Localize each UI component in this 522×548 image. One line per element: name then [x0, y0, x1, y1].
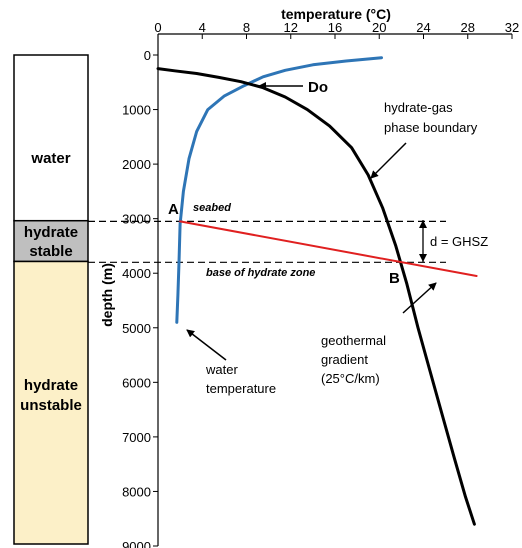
x-tick-label: 0 — [154, 20, 161, 35]
arrow-phase-boundary — [370, 142, 407, 179]
y-tick-label: 9000 — [122, 539, 151, 548]
label-geothermal-2: gradient — [321, 352, 368, 367]
series-phase-boundary — [156, 67, 476, 526]
label-geothermal-3: (25°C/km) — [321, 371, 380, 386]
label-geothermal-1: geothermal — [321, 333, 386, 348]
x-tick-label: 4 — [199, 20, 206, 35]
series-geothermal-gradient — [179, 220, 478, 277]
arrow-water-temperature — [186, 329, 227, 361]
zone-stable — [13, 219, 89, 263]
zone-label-stable-2: stable — [29, 243, 72, 260]
arrow-geothermal — [402, 282, 437, 314]
y-tick-label: 8000 — [122, 484, 151, 499]
zone-column — [13, 54, 89, 545]
zone-label-stable-1: hydrate — [24, 224, 78, 241]
zone-label-water: water — [30, 150, 70, 167]
label-water-temp-2: temperature — [206, 381, 276, 396]
zone-water — [13, 54, 89, 222]
x-tick-label: 32 — [505, 20, 519, 35]
x-tick-label: 12 — [284, 20, 298, 35]
label-water-temp-1: water — [205, 362, 238, 377]
y-tick-label: 7000 — [122, 430, 151, 445]
zone-label-unstable-2: unstable — [20, 397, 82, 414]
label-point-b: B — [389, 270, 400, 287]
zone-label-unstable-1: hydrate — [24, 377, 78, 394]
y-axis-title: depth (m) — [99, 263, 115, 327]
label-phase-boundary-1: hydrate-gas — [384, 100, 453, 115]
y-tick-label: 5000 — [122, 321, 151, 336]
y-tick-label: 2000 — [122, 157, 151, 172]
axes: 0 4 8 12 16 20 24 28 32 0 1000 2000 3000 4000 5000 6000… — [122, 20, 519, 548]
label-ghsz: d = GHSZ — [430, 234, 488, 249]
label-point-a: A — [168, 201, 179, 218]
x-tick-label: 28 — [461, 20, 475, 35]
y-tick-label: 1000 — [122, 103, 151, 118]
zone-unstable — [13, 260, 89, 545]
reference-lines — [88, 220, 446, 263]
x-tick-label: 20 — [372, 20, 386, 35]
series-lines — [156, 56, 478, 526]
y-tick-label: 3000 — [122, 212, 151, 227]
y-tick-label: 4000 — [122, 266, 151, 281]
label-phase-boundary-2: phase boundary — [384, 120, 478, 135]
x-tick-label: 24 — [416, 20, 430, 35]
label-base-hydrate-zone: base of hydrate zone — [206, 267, 315, 279]
x-tick-label: 16 — [328, 20, 342, 35]
x-tick-label: 8 — [243, 20, 250, 35]
series-water-temperature — [175, 56, 383, 324]
x-axis-title: temperature (°C) — [281, 6, 391, 22]
arrow-ghsz-bottom — [419, 254, 427, 262]
y-tick-label: 0 — [144, 48, 151, 63]
label-seabed: seabed — [193, 202, 231, 214]
label-do: Do — [308, 79, 328, 96]
y-tick-label: 6000 — [122, 375, 151, 390]
arrow-ghsz-top — [419, 220, 427, 228]
